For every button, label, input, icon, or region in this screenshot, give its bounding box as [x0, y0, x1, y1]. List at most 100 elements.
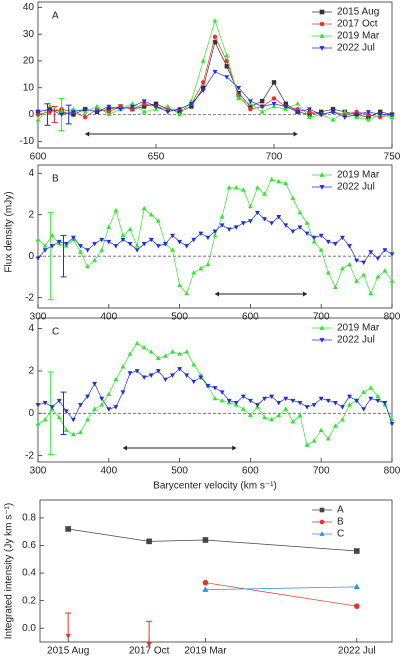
x-tick-label: 300	[30, 466, 47, 477]
marker	[226, 227, 232, 232]
marker	[212, 395, 218, 401]
y-tick-label: 2	[28, 209, 34, 220]
marker	[332, 284, 338, 290]
x-tick-label: 2019 Mar	[184, 646, 227, 656]
marker	[319, 33, 325, 38]
marker	[389, 252, 395, 257]
marker	[127, 226, 133, 232]
marker	[184, 349, 190, 354]
marker	[319, 172, 325, 177]
marker	[65, 526, 71, 532]
marker	[290, 229, 296, 234]
x-tick-label: 500	[171, 312, 188, 323]
x-tick-label: 700	[313, 466, 330, 477]
marker	[70, 417, 76, 423]
legend-label: 2015 Aug	[337, 7, 379, 18]
marker	[368, 250, 374, 255]
x-tick-label: 400	[100, 466, 117, 477]
legend-label: B	[337, 517, 344, 528]
marker	[247, 99, 253, 104]
marker	[319, 9, 325, 15]
marker	[113, 207, 119, 213]
marker	[47, 109, 52, 115]
marker	[42, 248, 48, 253]
arrow-head	[65, 634, 71, 640]
marker	[361, 389, 367, 394]
marker	[269, 417, 275, 422]
marker	[83, 114, 88, 120]
marker	[191, 379, 197, 385]
marker	[330, 106, 336, 112]
marker	[318, 112, 324, 118]
marker	[35, 110, 41, 115]
marker	[47, 103, 53, 109]
marker	[226, 398, 232, 404]
marker	[342, 109, 348, 114]
marker	[106, 106, 111, 112]
marker	[319, 109, 324, 115]
marker	[163, 377, 168, 383]
marker	[269, 221, 275, 226]
marker	[127, 371, 133, 376]
marker	[318, 247, 324, 252]
marker	[106, 111, 112, 117]
marker	[141, 109, 147, 114]
marker	[188, 98, 194, 103]
x-tick-label: 2022 Jul	[338, 646, 376, 656]
marker	[236, 90, 241, 96]
marker	[148, 212, 154, 217]
marker	[200, 88, 206, 94]
marker	[240, 394, 246, 399]
x-tick-label: 600	[242, 312, 259, 323]
marker	[198, 375, 204, 380]
x-tick-label: 400	[100, 312, 117, 323]
marker	[78, 403, 83, 408]
marker	[319, 531, 325, 536]
marker	[297, 225, 303, 230]
marker	[240, 187, 246, 192]
marker	[85, 417, 90, 422]
marker	[247, 203, 253, 209]
marker	[141, 375, 147, 380]
x-tick-label: 600	[30, 152, 47, 163]
marker	[35, 403, 41, 408]
series-line	[37, 342, 393, 446]
marker	[283, 181, 289, 186]
marker	[319, 519, 325, 525]
marker	[224, 75, 230, 80]
marker	[347, 261, 352, 267]
marker	[271, 102, 277, 107]
marker	[219, 214, 225, 219]
marker	[332, 423, 338, 428]
marker	[56, 398, 62, 404]
marker	[70, 106, 76, 111]
marker	[155, 218, 161, 223]
marker	[318, 396, 324, 402]
marker	[368, 396, 374, 402]
marker	[224, 64, 229, 69]
marker	[82, 107, 88, 112]
marker	[42, 417, 48, 422]
marker	[78, 249, 83, 254]
marker	[205, 384, 211, 389]
marker	[233, 400, 239, 406]
marker	[134, 248, 140, 253]
y-tick-label: 0.0	[22, 623, 36, 634]
marker	[212, 386, 218, 391]
marker	[295, 101, 301, 106]
marker	[201, 80, 206, 85]
marker	[184, 290, 190, 296]
marker	[377, 112, 383, 118]
marker	[200, 58, 206, 63]
marker	[325, 239, 331, 245]
marker	[106, 239, 112, 245]
marker	[389, 278, 395, 283]
marker	[205, 261, 211, 267]
marker	[113, 376, 119, 382]
marker	[361, 407, 367, 412]
marker	[141, 345, 147, 350]
marker	[177, 282, 183, 287]
marker	[202, 579, 209, 586]
marker	[255, 210, 260, 216]
marker	[361, 272, 367, 277]
